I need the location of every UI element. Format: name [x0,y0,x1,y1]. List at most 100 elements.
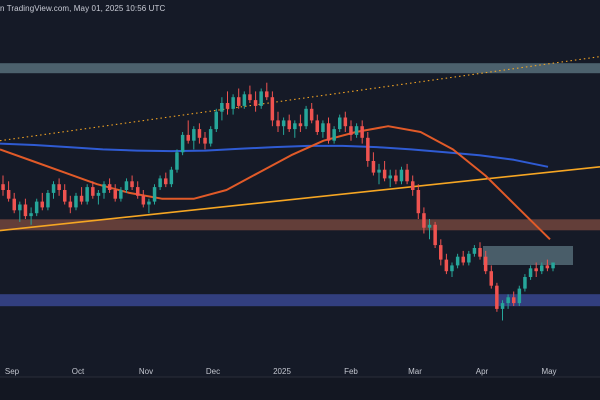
candle [371,152,376,176]
candle-body [500,303,505,309]
candle [326,117,331,144]
candle [315,114,319,135]
trendlines [0,56,600,232]
candle-body [40,201,44,208]
candle-body [130,181,134,188]
candle-body [85,187,89,202]
candle [85,184,89,205]
candle-body [141,195,146,205]
candle-body [124,181,129,190]
candle-body [343,117,348,127]
support-resistance-zones [0,63,600,307]
candle-body [433,224,437,246]
candle [540,262,544,275]
candle [528,265,533,280]
candle [427,219,432,240]
trendline-solid [0,166,600,232]
candle [472,245,477,257]
candle [450,262,454,277]
candle [461,250,465,266]
candle-body [23,204,28,217]
candle-body [79,195,84,202]
candle-body [455,256,460,266]
time-axis-background [0,377,600,400]
candle [281,117,286,135]
candle [214,108,218,132]
x-tick-label: 2025 [273,367,291,376]
candle-body [551,262,555,269]
candle [360,120,364,144]
candle-body [113,190,117,199]
candle-body [186,134,190,141]
candle [147,198,151,214]
candle [444,253,449,275]
candle [309,103,314,124]
candle [332,126,336,144]
candle-body [192,129,196,141]
candle [489,265,493,289]
candle [276,111,280,132]
candle-body [326,123,331,141]
candle [388,169,392,188]
candle-body [102,184,106,193]
candle [164,172,168,188]
candle-body [293,123,297,130]
x-tick-label: Dec [206,367,220,376]
candle-body [57,184,61,190]
candle-body [411,181,415,190]
candle-body [147,201,151,205]
candle [136,181,140,199]
candle-body [545,265,550,269]
candle [483,250,488,275]
candle-body [332,129,336,141]
candle [517,285,522,306]
candle-body [444,259,449,272]
candle [237,88,241,109]
consolidation-zone [483,246,573,265]
candle [169,166,174,188]
candle [405,163,409,185]
candle [57,178,61,196]
candle [225,91,230,115]
candle [175,149,179,173]
candle-body [382,169,387,179]
candle [23,198,28,219]
candle-body [321,123,325,132]
candle [394,169,398,185]
candle [523,274,527,292]
candle [455,253,460,269]
candle-body [175,152,179,170]
candle-body [304,108,308,127]
candle-body [164,178,168,185]
candle-body [281,120,286,127]
candle-body [338,117,342,130]
candle [534,262,538,277]
candle-body [360,126,364,138]
candle [377,163,381,185]
candle [186,120,190,144]
candle [220,97,224,121]
candle-body [540,265,544,272]
candle [354,123,359,138]
candle [416,184,421,219]
candle [34,198,39,217]
candle-body [366,137,370,161]
candle-body [34,201,39,214]
x-tick-label: Apr [476,367,489,376]
zone-2 [0,294,600,307]
candle [18,201,22,222]
candle-body [467,253,471,263]
candle [298,114,303,132]
candle [349,120,353,141]
candle-body [152,187,157,202]
candle-body [394,175,398,182]
candlesticks [1,82,555,321]
candle-body [512,297,516,304]
candle [91,181,95,199]
candle [495,282,499,312]
candle-body [259,91,263,106]
candle [321,120,325,138]
candle-body [63,190,67,202]
